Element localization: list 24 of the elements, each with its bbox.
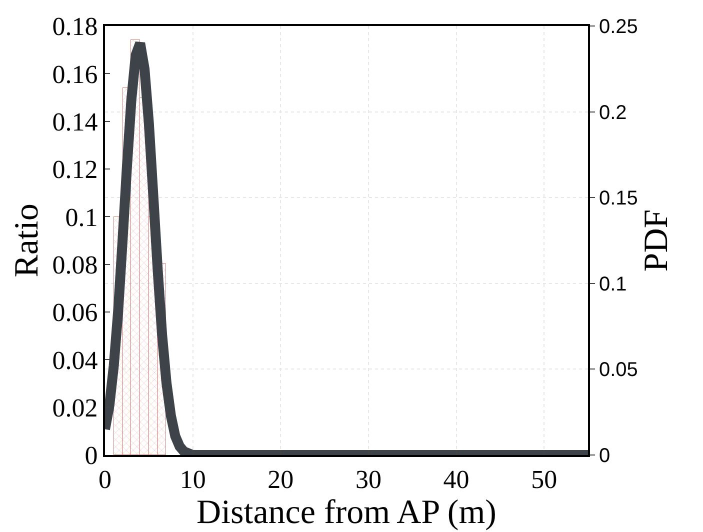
- y-tick-label: 0.14: [52, 107, 98, 136]
- y2-tick-label: 0.15: [599, 188, 638, 210]
- y-tick-label: 0.08: [52, 250, 98, 280]
- y2-tick-label: 0.25: [599, 16, 638, 38]
- y2-tick-label: 0: [599, 445, 610, 467]
- y-tick-label: 0.02: [52, 393, 98, 422]
- y-axis-title: Ratio: [8, 204, 46, 278]
- y-tick-label: 0: [84, 441, 98, 470]
- y-tick-label: 0.04: [52, 346, 98, 375]
- y-tick-label: 0.1: [65, 202, 98, 232]
- y2-tick-label: 0.2: [599, 102, 627, 124]
- y-tick-label: 0.18: [52, 12, 98, 42]
- x-axis-title: Distance from AP (m): [196, 494, 496, 532]
- y-tick-label: 0.12: [52, 155, 98, 184]
- x-tick-label: 30: [355, 465, 382, 494]
- x-tick-label: 40: [443, 465, 470, 494]
- x-tick-label: 10: [180, 465, 206, 494]
- y2-tick-label: 0.05: [599, 359, 638, 382]
- x-tick-label: 20: [268, 465, 294, 494]
- y-tick-label: 0.16: [52, 60, 98, 89]
- y2-axis-title: PDF: [638, 209, 675, 272]
- x-tick-label: 50: [531, 465, 558, 494]
- y2-tick-label: 0.1: [599, 273, 627, 296]
- y-tick-label: 0.06: [52, 298, 98, 328]
